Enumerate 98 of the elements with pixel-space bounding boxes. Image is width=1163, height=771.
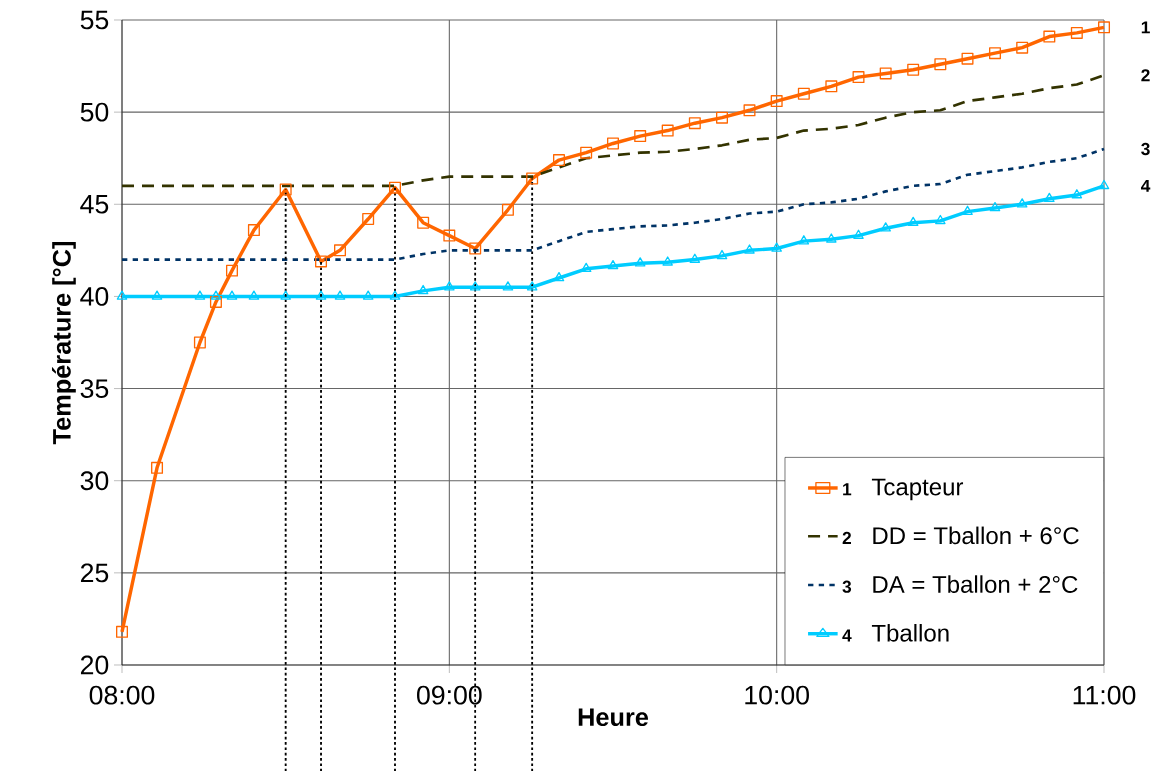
point: [389, 290, 401, 300]
point: [662, 256, 673, 266]
point: [116, 290, 128, 300]
text: 3: [1141, 142, 1150, 156]
legend-label: DA = Tballon + 2°C: [873, 575, 1078, 593]
annotation: 2: [842, 531, 851, 544]
point: [334, 290, 346, 300]
point: [247, 224, 260, 237]
point: [634, 130, 647, 143]
point: [1016, 41, 1029, 54]
point: [501, 203, 514, 216]
point: [770, 95, 783, 108]
point: [743, 104, 756, 117]
point: [935, 214, 946, 225]
point: [279, 183, 292, 196]
annotation: 1: [843, 483, 852, 496]
point: [852, 71, 865, 84]
point: [1071, 189, 1083, 199]
point: [315, 255, 328, 268]
y-tick-label: 45: [80, 194, 109, 214]
point: [1070, 26, 1083, 39]
x-tick-label: 08:00: [89, 685, 155, 705]
point: [502, 281, 514, 291]
point: [417, 284, 429, 295]
point: [716, 249, 728, 260]
point: [334, 244, 347, 257]
point: [469, 281, 481, 291]
point: [444, 281, 455, 291]
point: [798, 235, 810, 245]
point: [226, 290, 238, 300]
point: [526, 172, 539, 185]
y-tick-label: 35: [80, 379, 109, 398]
y-tick-label: 50: [80, 102, 109, 122]
point: [879, 67, 892, 80]
point: [443, 229, 456, 242]
point: [1098, 21, 1111, 34]
text: 4: [1140, 179, 1151, 192]
point: [1016, 198, 1028, 208]
point: [280, 290, 291, 300]
point: [417, 216, 430, 229]
point: [580, 146, 593, 159]
point: [194, 290, 206, 300]
point: [797, 87, 810, 100]
point: [907, 63, 920, 76]
point: [362, 290, 374, 300]
point: [209, 295, 222, 308]
point: [661, 124, 674, 137]
y-tick-label: 40: [80, 286, 109, 306]
y-tick-label: 25: [80, 563, 109, 583]
point: [989, 201, 1001, 212]
point: [989, 47, 1002, 60]
text: 2: [1141, 69, 1150, 82]
point: [716, 111, 729, 124]
x-tick-label: 09:00: [417, 685, 482, 705]
point: [526, 281, 538, 291]
point: [210, 290, 222, 300]
point: [689, 253, 701, 263]
x-tick-label: 11:00: [1073, 685, 1136, 705]
point: [225, 264, 238, 277]
point: [825, 80, 838, 93]
y-axis-title: Température [°C]: [51, 242, 76, 445]
point: [744, 244, 755, 254]
x-axis-title: Heure: [578, 708, 649, 727]
point: [826, 233, 837, 243]
point: [362, 213, 375, 226]
point: [607, 260, 619, 270]
point: [771, 242, 782, 252]
point: [607, 137, 620, 150]
point: [961, 52, 974, 65]
point: [151, 461, 164, 474]
annotation: 3: [842, 580, 852, 593]
point: [688, 117, 701, 130]
y-tick-label: 30: [80, 471, 109, 491]
legend-label: Tcapteur: [871, 478, 964, 501]
point: [934, 58, 947, 71]
point: [151, 290, 163, 300]
point: [962, 205, 973, 215]
legend-label: Tballon: [871, 624, 949, 642]
point: [907, 216, 919, 227]
point: [1043, 30, 1056, 43]
point: [880, 222, 891, 232]
y-tick-label: 55: [80, 10, 109, 30]
legend-label: DD = Tballon + 6°C: [873, 526, 1079, 545]
point: [315, 290, 327, 300]
point: [853, 229, 864, 239]
point: [193, 336, 206, 349]
annotation: 4: [842, 629, 852, 642]
point: [552, 154, 565, 167]
point: [469, 242, 482, 255]
text: 1: [1141, 21, 1150, 34]
point: [1044, 192, 1055, 203]
y-tick-label: 20: [80, 655, 109, 675]
point: [248, 290, 260, 300]
x-tick-label: 10:00: [745, 685, 809, 705]
point: [1098, 179, 1110, 190]
point: [389, 181, 402, 194]
point: [634, 257, 646, 267]
point: [553, 271, 565, 282]
